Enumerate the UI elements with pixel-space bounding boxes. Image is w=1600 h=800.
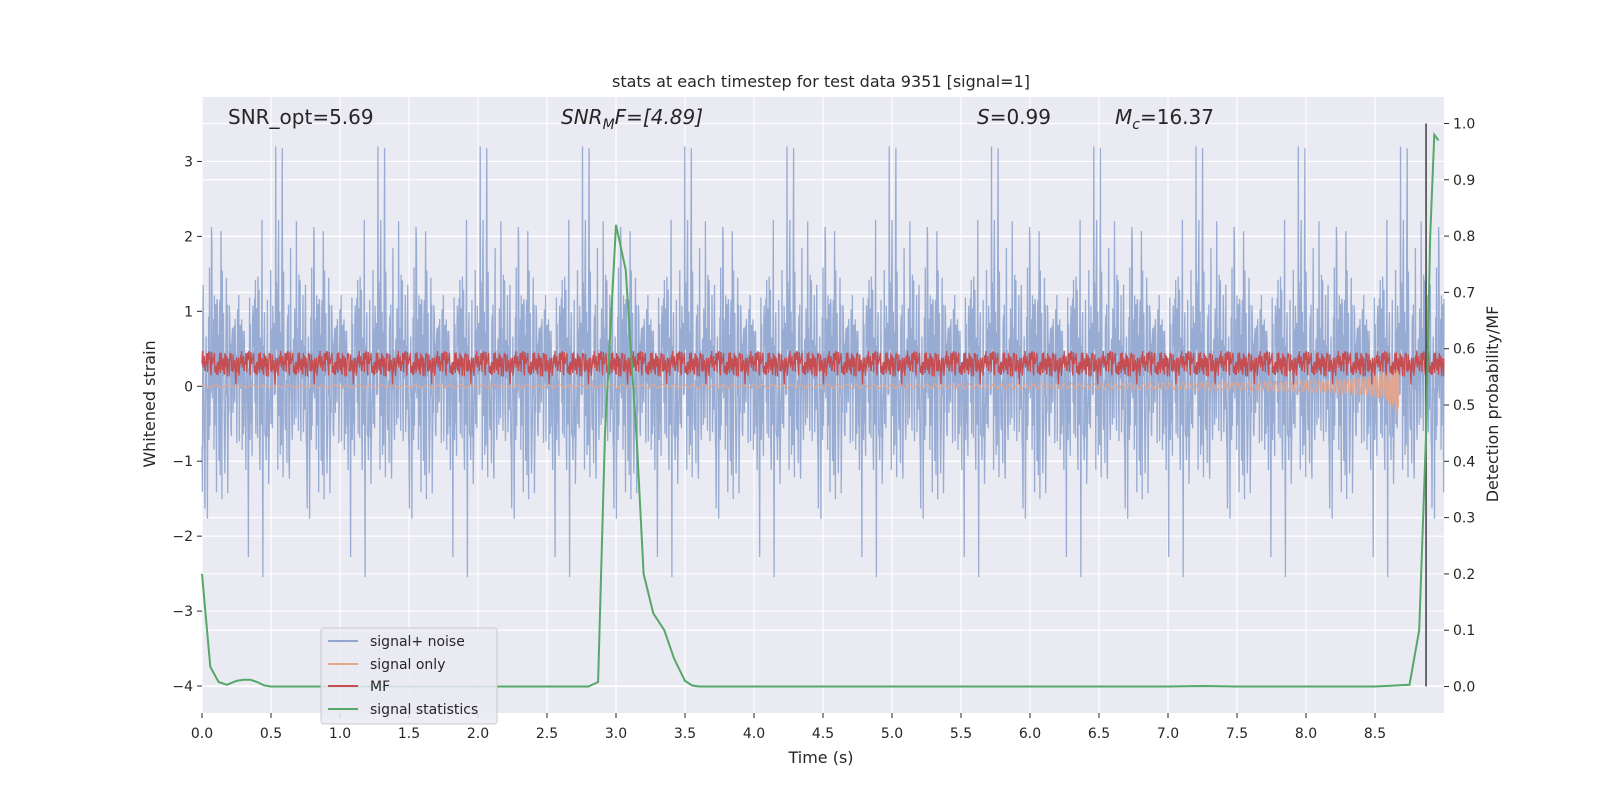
annotation-snr-mf-rest: F=[4.89] <box>615 105 703 129</box>
annotation-snr-mf-main: SNR <box>561 105 603 129</box>
y-tick-label: −4 <box>172 679 193 695</box>
y-axis-label: Whitened strain <box>140 340 159 467</box>
y2-tick-label: 1.0 <box>1453 116 1475 132</box>
x-tick-label: 1.0 <box>329 726 351 742</box>
x-tick-label: 4.5 <box>812 726 834 742</box>
y2-tick-label: 0.0 <box>1453 680 1475 696</box>
annotation-snr-mf-sub: M <box>603 117 615 133</box>
y2-tick-label: 0.2 <box>1453 567 1475 583</box>
x-tick-label: 3.0 <box>605 726 627 742</box>
y2-tick-label: 0.3 <box>1453 511 1475 527</box>
y-tick-label: −2 <box>172 529 193 545</box>
x-tick-label: 7.5 <box>1226 726 1248 742</box>
y-tick-label: −3 <box>172 604 193 620</box>
x-tick-label: 1.5 <box>398 726 420 742</box>
annotation-mc-rest: =16.37 <box>1140 105 1214 129</box>
x-tick-label: 0.5 <box>260 726 282 742</box>
y2-tick-label: 0.7 <box>1453 285 1475 301</box>
series-signal-noise <box>201 146 1445 578</box>
legend-box <box>320 627 498 725</box>
x-tick-label: 4.0 <box>743 726 765 742</box>
x-tick-label: 3.5 <box>674 726 696 742</box>
x-tick-label: 7.0 <box>1157 726 1179 742</box>
annotation-mc: Mc=16.37 <box>1115 105 1214 133</box>
y2-tick-label: 0.4 <box>1453 454 1475 470</box>
annotation-s-main: S <box>977 105 990 129</box>
x-tick-label: 2.0 <box>467 726 489 742</box>
legend-label-stats: signal statistics <box>370 702 478 718</box>
y-tick-label: 2 <box>184 229 193 245</box>
y2-tick-label: 0.6 <box>1453 342 1475 358</box>
x-axis-label: Time (s) <box>787 748 853 767</box>
y-tick-label: 1 <box>184 304 193 320</box>
legend: signal+ noise signal only MF signal stat… <box>320 627 498 725</box>
annotation-snr-mf: SNRMF=[4.89] <box>561 105 703 133</box>
annotation-snr-opt: SNR_opt=5.69 <box>228 105 374 129</box>
x-tick-label: 2.5 <box>536 726 558 742</box>
x-tick-label: 6.5 <box>1088 726 1110 742</box>
series-signal-only <box>201 353 1400 416</box>
chart-title: stats at each timestep for test data 935… <box>612 72 1030 91</box>
annotation-s-rest: =0.99 <box>990 105 1051 129</box>
y-tick-label: 0 <box>184 379 193 395</box>
x-tick-label: 8.0 <box>1295 726 1317 742</box>
legend-label-noise: signal+ noise <box>370 634 465 650</box>
legend-label-signal: signal only <box>370 657 445 673</box>
series-mf <box>201 350 1445 385</box>
x-tick-label: 5.0 <box>881 726 903 742</box>
y2-tick-label: 0.9 <box>1453 173 1475 189</box>
y2-tick-label: 0.8 <box>1453 229 1475 245</box>
annotation-mc-sub: c <box>1132 117 1140 133</box>
y2-tick-label: 0.5 <box>1453 398 1475 414</box>
x-tick-label: 0.0 <box>191 726 213 742</box>
legend-label-mf: MF <box>370 679 390 695</box>
annotation-s: S=0.99 <box>977 105 1051 129</box>
y2-axis-label: Detection probability/MF <box>1483 306 1502 503</box>
x-tick-label: 5.5 <box>950 726 972 742</box>
y-tick-label: −1 <box>172 454 193 470</box>
y2-tick-label: 0.1 <box>1453 623 1475 639</box>
x-tick-label: 6.0 <box>1019 726 1041 742</box>
series-signal-statistics <box>201 131 1440 688</box>
y-tick-label: 3 <box>184 154 193 170</box>
x-tick-label: 8.5 <box>1364 726 1386 742</box>
annotation-mc-main: M <box>1115 105 1132 129</box>
